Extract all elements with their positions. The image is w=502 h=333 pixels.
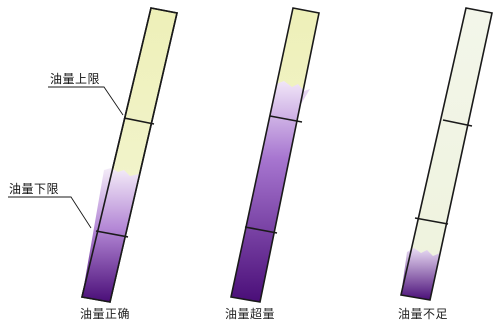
dipstick-overfill (230, 7, 320, 303)
oil-level (82, 168, 139, 302)
caption-correct: 油量正确 (79, 307, 130, 321)
dipstick-body (401, 8, 492, 300)
upper-limit-leader (48, 86, 124, 116)
lower-limit-mark (95, 230, 129, 238)
lower-limit-mark (414, 217, 449, 225)
dipstick-outline (81, 7, 178, 303)
oil-level (401, 248, 440, 300)
caption-overfill: 油量超量 (224, 307, 275, 321)
lower-limit-leader (8, 196, 92, 229)
upper-limit-label: 油量上限 (50, 72, 101, 86)
dipstick-outline (230, 7, 320, 303)
dipstick-correct (8, 7, 178, 303)
lower-limit-mark (244, 226, 278, 234)
upper-limit-mark (123, 117, 155, 125)
upper-limit-mark (442, 119, 473, 127)
lower-limit-label: 油量下限 (9, 182, 60, 196)
dipstick-insufficient (400, 7, 493, 301)
dipstick-outline (400, 7, 493, 301)
caption-insufficient: 油量不足 (397, 307, 448, 321)
upper-limit-mark (269, 115, 303, 123)
oil-level (231, 81, 310, 302)
